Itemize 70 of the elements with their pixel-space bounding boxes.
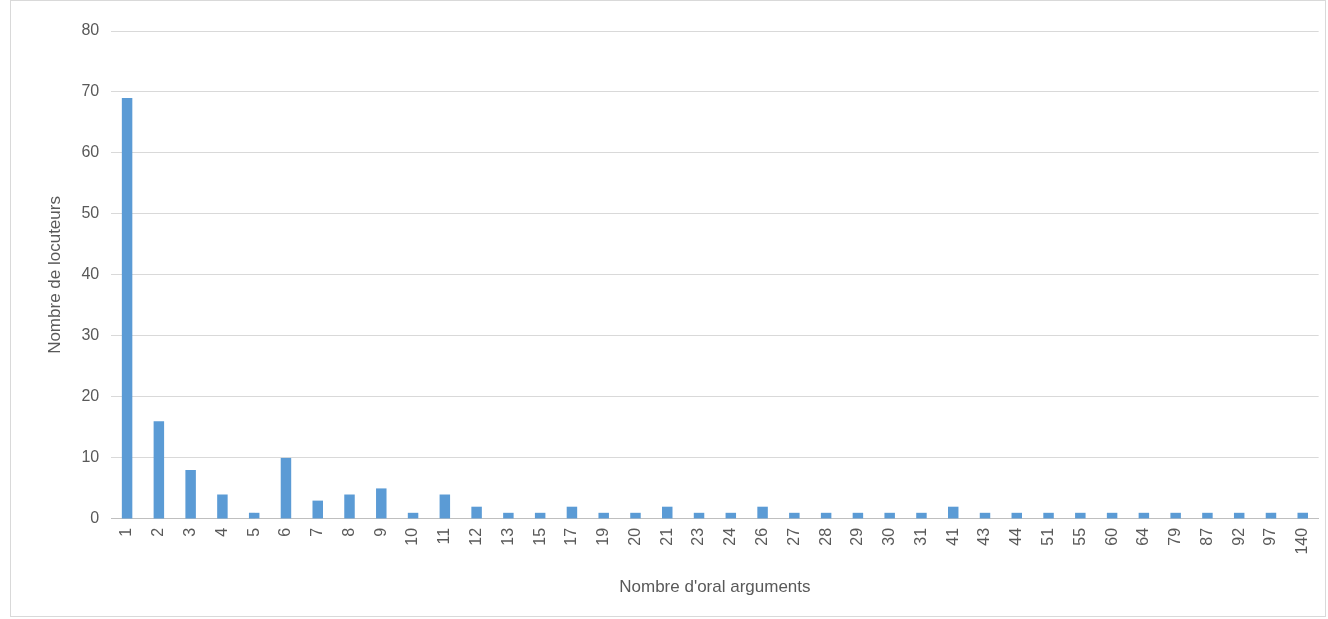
- x-tick-label: 19: [594, 527, 612, 546]
- x-tick-label: 97: [1261, 527, 1279, 546]
- y-tick-label: 70: [81, 82, 100, 100]
- x-tick-label: 4: [212, 527, 230, 537]
- y-tick-label: 30: [81, 326, 100, 344]
- bar: [916, 512, 927, 519]
- y-tick-label: 0: [90, 509, 100, 527]
- x-tick-label: 87: [1197, 527, 1215, 546]
- bar: [1075, 512, 1086, 519]
- x-tick-label: 140: [1293, 527, 1311, 555]
- y-axis-title: Nombre de locuteurs: [44, 196, 64, 354]
- bar: [630, 512, 641, 519]
- x-tick-label: 7: [308, 527, 326, 537]
- x-tick-label: 20: [625, 527, 643, 546]
- x-tick-label: 10: [403, 527, 421, 546]
- x-tick-label: 43: [975, 527, 993, 546]
- bar: [439, 494, 451, 519]
- x-tick-label: 9: [371, 527, 389, 537]
- bar: [344, 494, 355, 519]
- x-tick-label: 64: [1134, 527, 1152, 546]
- x-tick-label: 28: [816, 527, 834, 546]
- y-tick-label: 10: [81, 448, 100, 466]
- x-tick-label: 6: [276, 527, 294, 537]
- x-tick-label: 12: [467, 527, 485, 546]
- x-tick-label: 17: [562, 527, 580, 546]
- bar: [185, 470, 196, 519]
- bar: [153, 421, 165, 519]
- bar: [217, 494, 228, 519]
- bar: [884, 512, 895, 519]
- y-tick-label: 60: [81, 143, 100, 161]
- x-axis-title: Nombre d'oral arguments: [619, 577, 811, 597]
- x-tick-label: 51: [1038, 527, 1056, 546]
- y-tick-label: 20: [81, 387, 100, 405]
- bar: [121, 98, 133, 519]
- x-tick-label: 79: [1166, 527, 1184, 546]
- x-tick-label: 2: [149, 527, 167, 537]
- bar: [503, 512, 514, 519]
- bar: [757, 506, 768, 519]
- x-tick-label: 3: [181, 527, 199, 537]
- x-tick-label: 41: [943, 527, 961, 546]
- x-tick-label: 11: [435, 527, 453, 545]
- x-tick-label: 21: [657, 527, 675, 546]
- x-tick-label: 30: [880, 527, 898, 546]
- x-tick-label: 23: [689, 527, 707, 546]
- x-tick-label: 26: [752, 527, 770, 546]
- x-tick-label: 1: [117, 527, 135, 537]
- x-tick-label: 92: [1229, 527, 1247, 546]
- bar: [1170, 512, 1181, 519]
- y-tick-label: 40: [81, 265, 100, 283]
- x-tick-label: 44: [1007, 527, 1025, 546]
- x-tick-label: 13: [498, 527, 516, 546]
- bar: [280, 457, 292, 519]
- x-tick-label: 55: [1070, 527, 1088, 546]
- x-tick-label: 29: [848, 527, 866, 546]
- x-tick-label: 8: [339, 527, 357, 537]
- bar: [376, 488, 387, 519]
- bar: [471, 506, 482, 519]
- bar: [1202, 512, 1213, 519]
- x-tick-label: 5: [244, 527, 262, 537]
- x-tick-label: 15: [530, 527, 548, 546]
- x-tick-label: 27: [784, 527, 802, 546]
- x-tick-label: 60: [1102, 527, 1120, 546]
- y-tick-label: 50: [81, 204, 100, 222]
- bar: [598, 512, 609, 519]
- x-tick-label: 24: [721, 527, 739, 546]
- x-tick-label: 31: [911, 527, 929, 546]
- bar: [1043, 512, 1054, 519]
- bar: [312, 500, 323, 519]
- y-tick-label: 80: [81, 21, 100, 39]
- bar: [789, 512, 800, 519]
